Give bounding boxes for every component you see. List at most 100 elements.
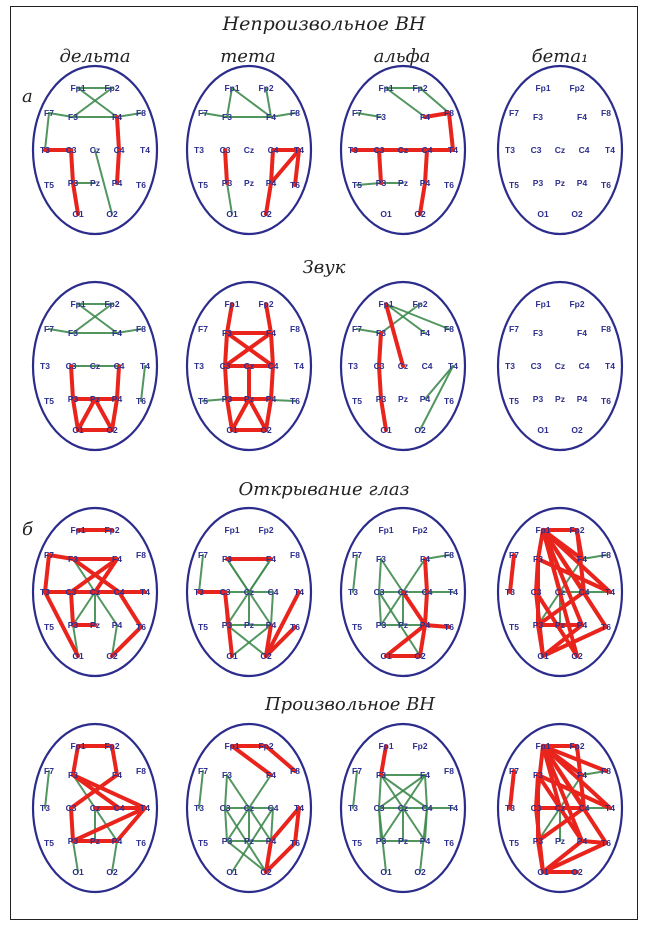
electrode-label: O2 [414,209,426,219]
electrode-label: T4 [605,145,615,155]
electrode-label: C3 [66,361,77,371]
electrode-label: Cz [555,587,565,597]
electrode-label: P3 [533,178,544,188]
connections [197,554,301,658]
connection-positive [423,557,429,594]
electrode-label: T6 [290,622,300,632]
electrode-label: T5 [509,838,519,848]
connection-positive [541,744,608,845]
electrode-label: T4 [294,803,304,813]
connection-negative [380,303,421,334]
head-map: Fp1 Fp2 F7 F3 F4 F8 T3 C3 Cz C4 T4 T5 P3 Pz P4 T6 O1 O2 [496,506,624,678]
connection-negative [356,112,382,118]
electrode-label: C4 [268,145,279,155]
connection-positive [69,557,119,594]
electrode-label: C4 [422,145,433,155]
connection-positive [69,364,75,401]
electrode-label: F3 [533,112,543,122]
electrode-label: F8 [601,766,611,776]
connection-positive [293,806,301,845]
electrode-label: Cz [398,145,408,155]
electrode-label: T5 [352,838,362,848]
electrode-label: Fp2 [258,299,273,309]
connection-positive [541,744,612,810]
electrode-label: C3 [374,145,385,155]
electrode-label: F4 [577,554,587,564]
electrode-label: T3 [40,587,50,597]
connections [202,87,301,216]
connection-positive [264,302,273,335]
connections [43,87,142,216]
connection-positive [47,553,75,561]
head-map: Fp1 Fp2 F7 F3 F4 F8 T3 C3 Cz C4 T4 T5 P3 Pz P4 T6 O1 O2 [339,64,467,236]
electrode-label: T4 [140,145,150,155]
head-map: Fp1 Fp2 F7 F3 F4 F8 T3 C3 Cz C4 T4 T5 P3 Pz P4 T6 O1 O2 [496,722,624,894]
electrode-label: C3 [66,145,77,155]
head-map: Fp1 Fp2 F7 F3 F4 F8 T3 C3 Cz C4 T4 T5 P3 Pz P4 T6 O1 O2 [496,280,624,452]
connection-positive [536,557,612,594]
electrode-label: P3 [222,836,233,846]
connection-positive [401,590,427,627]
electrode-label: Fp2 [412,741,427,751]
electrode-label: Fp2 [104,299,119,309]
connections [508,528,612,658]
electrode-label: F7 [509,108,519,118]
electrode-label: Pz [244,394,254,404]
electrode-label: F4 [266,770,276,780]
electrode-label: T6 [290,180,300,190]
connection-negative [72,87,113,118]
connection-negative [581,770,607,776]
connection-negative [224,807,267,873]
electrode-label: T4 [605,803,615,813]
electrode-label: F3 [222,554,232,564]
electrode-label: P4 [266,620,277,630]
electrode-label: T3 [194,587,204,597]
electrode-label: F4 [420,554,430,564]
electrode-label: Fp1 [70,741,85,751]
condition-voluntary: Произвольное ВН [264,694,435,715]
electrode-label: P4 [112,178,123,188]
electrode-label: Fp1 [535,741,550,751]
electrode-label: F4 [266,328,276,338]
connection-negative [198,554,204,593]
electrode-label: T5 [352,180,362,190]
connection-positive [264,397,273,432]
electrode-label: O1 [380,209,392,219]
connection-positive [264,744,297,773]
electrode-label: T6 [444,622,454,632]
connection-negative [419,365,454,431]
connections [43,528,147,658]
connection-positive [536,623,545,658]
electrode-label: F7 [198,766,208,776]
head-map: Fp1 Fp2 F7 F3 F4 F8 T3 C3 Cz C4 T4 T5 P3 Pz P4 T6 O1 O2 [496,64,624,236]
electrode-label: F8 [290,108,300,118]
electrode-label: F4 [266,554,276,564]
electrode-label: F7 [352,324,362,334]
head-map: Fp1 Fp2 F7 F3 F4 F8 T3 C3 Cz C4 T4 T5 P3 Pz P4 T6 O1 O2 [185,506,313,678]
electrode-label: Pz [244,836,254,846]
connection-positive [71,806,147,843]
head-map: Fp1 Fp2 F7 F3 F4 F8 T3 C3 Cz C4 T4 T5 P3 Pz P4 T6 O1 O2 [31,280,159,452]
electrode-label: Cz [398,361,408,371]
electrode-label: O2 [414,425,426,435]
electrode-label: P3 [376,836,387,846]
electrode-label: O2 [260,425,272,435]
connection-positive [423,111,451,119]
connection-negative [116,328,142,334]
electrode-label: F8 [601,108,611,118]
electrode-label: Pz [555,836,565,846]
electrode-label: Pz [244,620,254,630]
electrode-label: T6 [136,622,146,632]
electrode-label: T5 [44,396,54,406]
connection-positive [110,397,119,432]
electrode-label: F8 [136,766,146,776]
connection-negative [356,182,382,186]
electrode-label: C3 [531,145,542,155]
electrode-label: O2 [260,867,272,877]
electrode-label: Fp1 [70,299,85,309]
electrode-label: Fp1 [378,83,393,93]
connection-negative [378,774,426,809]
connection-positive [580,839,608,845]
electrode-label: F4 [420,770,430,780]
connections [508,744,612,874]
